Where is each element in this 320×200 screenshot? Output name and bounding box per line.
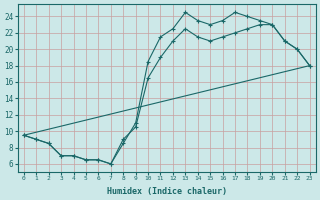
X-axis label: Humidex (Indice chaleur): Humidex (Indice chaleur) — [107, 187, 227, 196]
